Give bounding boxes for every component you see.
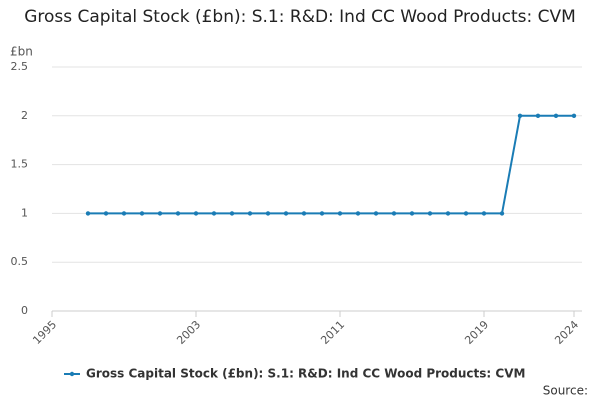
point <box>175 211 181 216</box>
point <box>373 211 379 216</box>
point <box>265 211 271 216</box>
y-tick-label: 0.5 <box>11 255 29 268</box>
x-tick-label: 2019 <box>462 318 491 347</box>
y-tick-label: 1.5 <box>11 158 29 171</box>
x-tick-label: 2024 <box>552 318 581 347</box>
legend-label: Gross Capital Stock (£bn): S.1: R&D: Ind… <box>86 367 525 381</box>
series-line <box>88 114 574 215</box>
y-tick-label: 1 <box>21 206 28 219</box>
point <box>517 113 523 119</box>
x-tick-label: 1995 <box>30 318 59 347</box>
point <box>247 211 253 216</box>
x-tick-label: 2003 <box>174 318 203 347</box>
point <box>571 113 577 119</box>
point <box>121 211 127 216</box>
point <box>337 211 343 216</box>
point <box>445 211 451 216</box>
chart-title: Gross Capital Stock (£bn): S.1: R&D: Ind… <box>24 7 576 27</box>
point <box>409 211 415 216</box>
point <box>139 211 145 216</box>
point <box>301 211 307 216</box>
point <box>211 211 217 216</box>
point <box>463 211 469 216</box>
y-tick-label: 2 <box>21 109 28 122</box>
point <box>229 211 235 216</box>
point <box>481 211 487 216</box>
point <box>103 211 109 216</box>
y-tick-label: 2.5 <box>11 60 29 73</box>
y-axis-label: £bn <box>10 45 33 59</box>
point <box>427 211 433 216</box>
point <box>535 113 541 119</box>
point <box>85 211 91 216</box>
point <box>157 211 163 216</box>
point <box>355 211 361 216</box>
point <box>499 211 505 216</box>
point <box>553 113 559 119</box>
point <box>319 211 325 216</box>
legend-swatch-dot <box>69 371 75 377</box>
source: Source: <box>543 384 588 398</box>
point <box>283 211 289 216</box>
x-tick-label: 2011 <box>318 318 347 347</box>
point <box>391 211 397 216</box>
point <box>193 211 199 216</box>
y-tick-label: 0 <box>21 304 28 317</box>
